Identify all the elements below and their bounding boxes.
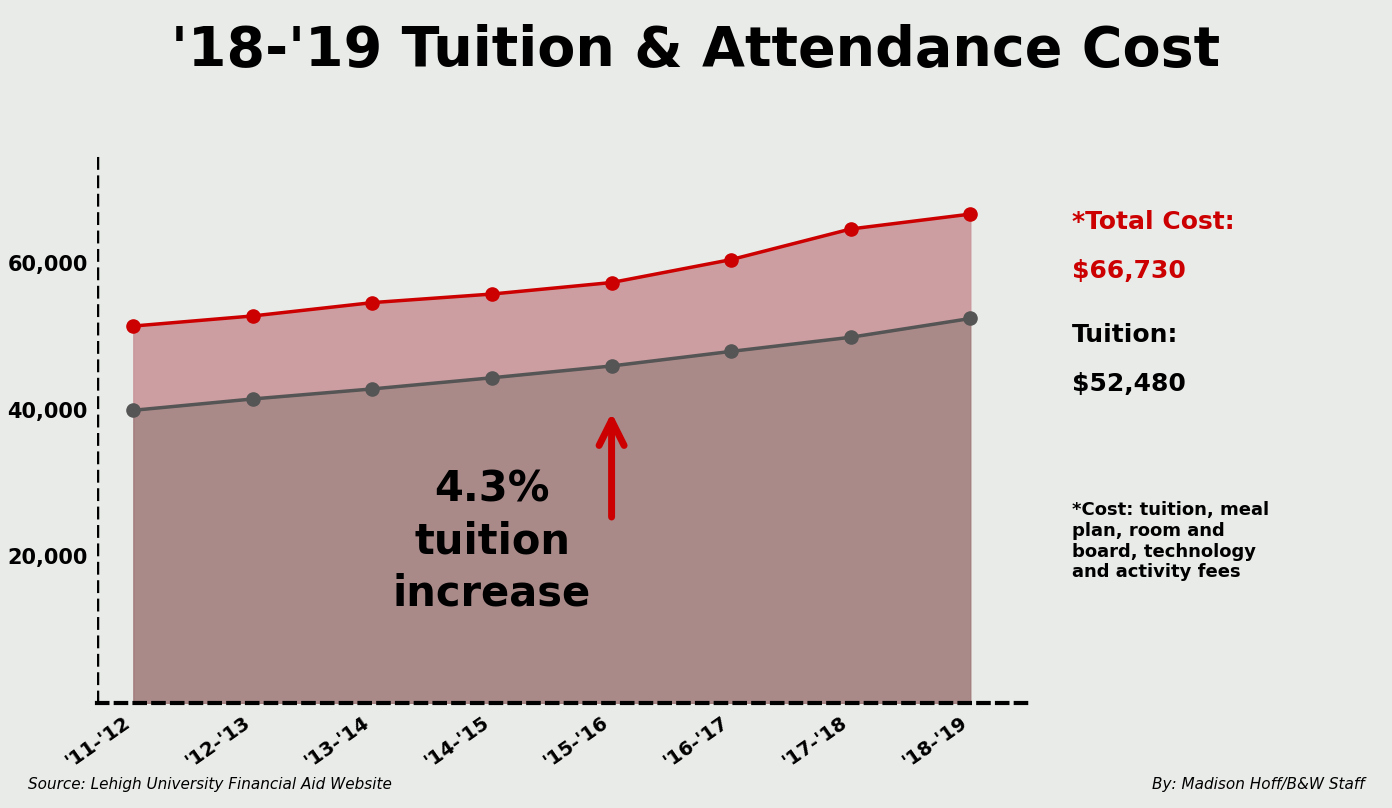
Text: 4.3%
tuition
increase: 4.3% tuition increase (393, 469, 592, 615)
Point (839, 222, 862, 235)
Point (959, 208, 981, 221)
Point (600, 360, 622, 372)
Point (122, 404, 145, 417)
Point (122, 320, 145, 333)
Point (959, 312, 981, 325)
Text: Tuition:: Tuition: (1072, 323, 1178, 347)
Text: *Total Cost:: *Total Cost: (1072, 210, 1235, 234)
Point (720, 253, 742, 266)
Point (242, 309, 264, 322)
Point (480, 288, 503, 301)
Point (839, 330, 862, 343)
Text: '18-'19 Tuition & Attendance Cost: '18-'19 Tuition & Attendance Cost (171, 24, 1221, 78)
Text: $52,480: $52,480 (1072, 372, 1186, 396)
Point (362, 382, 384, 395)
Text: By: Madison Hoff/B&W Staff: By: Madison Hoff/B&W Staff (1151, 776, 1364, 792)
Text: *Cost: tuition, meal
plan, room and
board, technology
and activity fees: *Cost: tuition, meal plan, room and boar… (1072, 501, 1270, 582)
Point (362, 297, 384, 309)
Text: $66,730: $66,730 (1072, 259, 1186, 283)
Point (720, 345, 742, 358)
Text: Source: Lehigh University Financial Aid Website: Source: Lehigh University Financial Aid … (28, 776, 391, 792)
Point (242, 393, 264, 406)
Point (600, 276, 622, 289)
Point (480, 372, 503, 385)
